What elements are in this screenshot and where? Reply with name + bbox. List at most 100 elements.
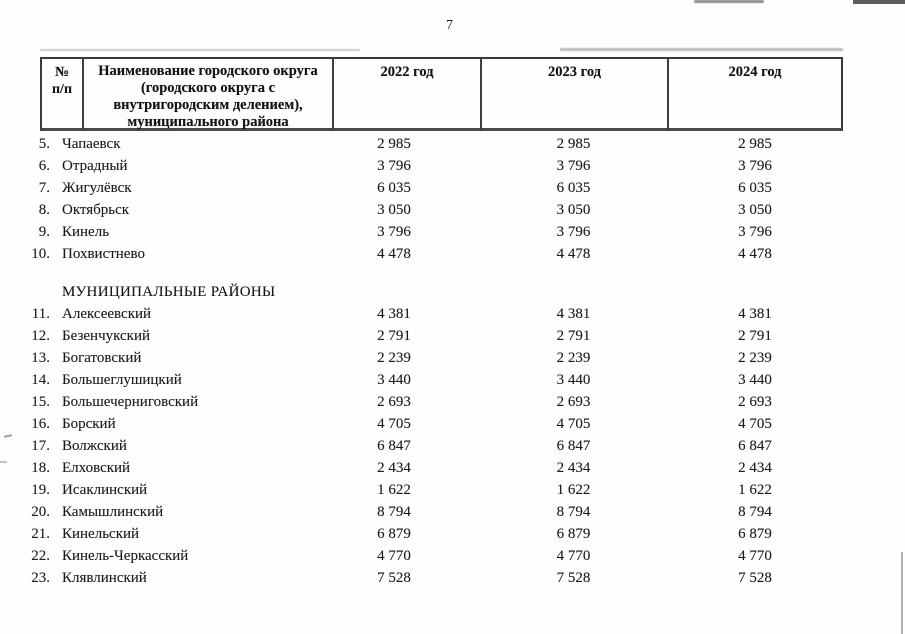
- value-2024-cell: 2 791: [738, 327, 772, 344]
- value-2022-cell: 3 796: [377, 157, 411, 174]
- table-body: 5. Чапаевск 2 985 2 985 2 985 6. Отрадный 3 796…: [0, 133, 905, 589]
- value-2023-cell: 2 791: [556, 327, 591, 344]
- row-name-cell: Большеглушицкий: [62, 371, 182, 388]
- row-number-cell: 17.: [31, 437, 50, 454]
- row-name-cell: Кинельский: [62, 525, 140, 542]
- row-number-cell: 7.: [38, 179, 50, 196]
- value-2022-cell: 2 791: [377, 327, 411, 344]
- value-2024-cell: 3 050: [738, 201, 772, 218]
- value-2024-cell: 4 705: [738, 415, 772, 432]
- table-header-row: № п/п Наименование городского округа (го…: [40, 57, 843, 132]
- value-2023-cell: 3 050: [556, 201, 591, 218]
- table-row: 22. Кинель-Черкасский 4 770 4 770 4 770: [0, 545, 905, 567]
- row-name-cell: Борский: [62, 415, 116, 432]
- table-row: 9. Кинель 3 796 3 796 3 796: [0, 221, 905, 243]
- row-number-cell: 18.: [31, 459, 50, 476]
- table-row: 20. Камышлинский 8 794 8 794 8 794: [0, 501, 905, 523]
- scan-artifact: [560, 48, 843, 51]
- row-number-cell: 10.: [31, 245, 50, 262]
- value-2023-cell: 8 794: [556, 503, 591, 520]
- value-2023-cell: 3 796: [556, 223, 591, 240]
- value-2024-cell: 6 035: [738, 179, 772, 196]
- value-2022-cell: 8 794: [377, 503, 411, 520]
- row-number-cell: 23.: [31, 569, 50, 586]
- header-cell-num: № п/п: [42, 59, 84, 132]
- table-row: 14. Большеглушицкий 3 440 3 440 3 440: [0, 369, 905, 391]
- row-number-cell: 19.: [31, 481, 50, 498]
- row-name-cell: Камышлинский: [62, 503, 164, 520]
- value-2022-cell: 1 622: [377, 481, 411, 498]
- section-title: МУНИЦИПАЛЬНЫЕ РАЙОНЫ: [62, 283, 276, 300]
- value-2024-cell: 4 770: [738, 547, 772, 564]
- value-2023-cell: 6 847: [556, 437, 591, 454]
- value-2022-cell: 4 381: [377, 305, 411, 322]
- value-2024-cell: 2 434: [738, 459, 772, 476]
- value-2022-cell: 2 985: [377, 135, 411, 152]
- value-2022-cell: 4 705: [377, 415, 411, 432]
- value-2023-cell: 4 381: [556, 305, 591, 322]
- row-number-cell: 20.: [31, 503, 50, 520]
- value-2023-cell: 6 035: [556, 179, 591, 196]
- value-2024-cell: 1 622: [738, 481, 772, 498]
- row-name-cell: Похвистнево: [62, 245, 145, 262]
- section-header-row: МУНИЦИПАЛЬНЫЕ РАЙОНЫ: [0, 281, 905, 303]
- row-number-cell: 22.: [31, 547, 50, 564]
- row-number-cell: 9.: [38, 223, 50, 240]
- row-number-cell: 5.: [38, 135, 50, 152]
- scan-artifact: [40, 49, 360, 51]
- row-name-cell: Кинель-Черкасский: [62, 547, 189, 564]
- row-number-cell: 11.: [31, 305, 50, 322]
- row-name-cell: Богатовский: [62, 349, 142, 366]
- row-name-cell: Большечерниговский: [62, 393, 199, 410]
- value-2024-cell: 6 847: [738, 437, 772, 454]
- table-row: 11. Алексеевский 4 381 4 381 4 381: [0, 303, 905, 325]
- scan-artifact: [694, 0, 764, 3]
- value-2022-cell: 2 434: [377, 459, 411, 476]
- page-number: 7: [446, 18, 454, 33]
- table-row: 23. Клявлинский 7 528 7 528 7 528: [0, 567, 905, 589]
- row-name-cell: Исаклинский: [62, 481, 148, 498]
- row-number-cell: 6.: [38, 157, 50, 174]
- row-number-cell: 21.: [31, 525, 50, 542]
- value-2023-cell: 1 622: [556, 481, 591, 498]
- table-row: 7. Жигулёвск 6 035 6 035 6 035: [0, 177, 905, 199]
- table-row: 12. Безенчукский 2 791 2 791 2 791: [0, 325, 905, 347]
- row-number-cell: 15.: [31, 393, 50, 410]
- value-2023-cell: 2 434: [556, 459, 591, 476]
- value-2024-cell: 7 528: [738, 569, 772, 586]
- table-row: 5. Чапаевск 2 985 2 985 2 985: [0, 133, 905, 155]
- row-number-cell: 8.: [38, 201, 50, 218]
- value-2023-cell: 4 705: [556, 415, 591, 432]
- value-2024-cell: 2 239: [738, 349, 772, 366]
- table-row: 18. Елховский 2 434 2 434 2 434: [0, 457, 905, 479]
- scan-artifact: [853, 0, 905, 4]
- row-name-cell: Волжский: [62, 437, 127, 454]
- value-2023-cell: 2 985: [556, 135, 591, 152]
- row-name-cell: Кинель: [62, 223, 110, 240]
- value-2024-cell: 4 478: [738, 245, 772, 262]
- value-2022-cell: 4 478: [377, 245, 411, 262]
- value-2022-cell: 3 796: [377, 223, 411, 240]
- row-name-cell: Чапаевск: [62, 135, 121, 152]
- row-name-cell: Алексеевский: [62, 305, 152, 322]
- row-name-cell: Жигулёвск: [62, 179, 132, 196]
- value-2022-cell: 4 770: [377, 547, 411, 564]
- row-number-cell: 14.: [31, 371, 50, 388]
- table-row: 16. Борский 4 705 4 705 4 705: [0, 413, 905, 435]
- row-number-cell: 12.: [31, 327, 50, 344]
- table-row: 15. Большечерниговский 2 693 2 693 2 693: [0, 391, 905, 413]
- value-2023-cell: 3 796: [556, 157, 591, 174]
- value-2023-cell: 4 478: [556, 245, 591, 262]
- row-name-cell: Елховский: [62, 459, 131, 476]
- value-2023-cell: 4 770: [556, 547, 591, 564]
- table-row: 10. Похвистнево 4 478 4 478 4 478: [0, 243, 905, 265]
- row-number-cell: 16.: [31, 415, 50, 432]
- group-gap: [0, 265, 905, 281]
- value-2023-cell: 2 239: [556, 349, 591, 366]
- value-2024-cell: 3 440: [738, 371, 772, 388]
- value-2024-cell: 2 693: [738, 393, 772, 410]
- header-cell-name: Наименование городского округа (городско…: [84, 59, 334, 132]
- header-cell-2023: 2023 год: [482, 59, 669, 132]
- table-row: 8. Октябрьск 3 050 3 050 3 050: [0, 199, 905, 221]
